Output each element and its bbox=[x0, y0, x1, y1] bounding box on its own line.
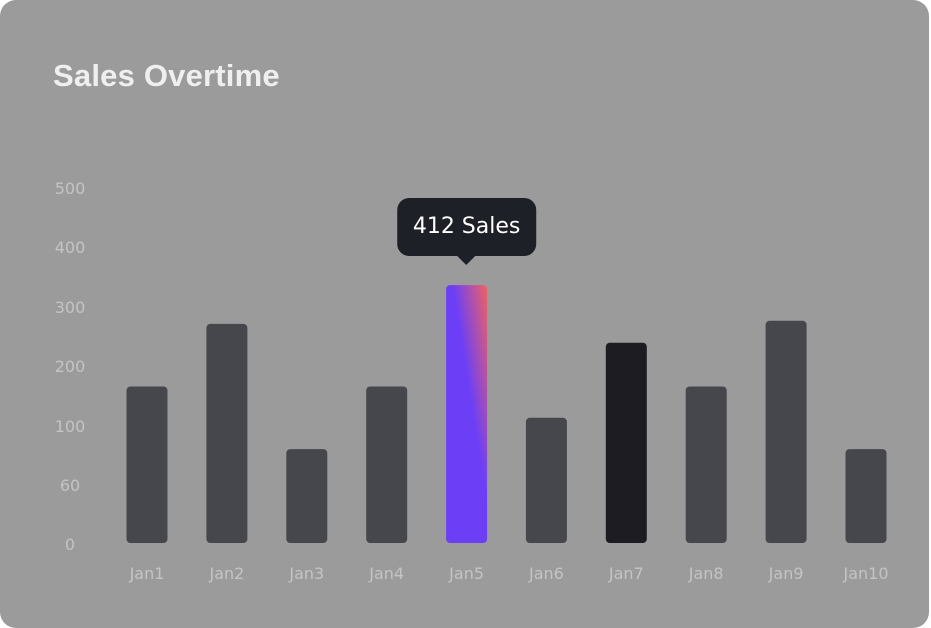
y-tick-label: 500 bbox=[55, 179, 86, 198]
bar-jan10[interactable] bbox=[845, 449, 887, 543]
x-tick-label: Jan7 bbox=[608, 564, 644, 583]
bar-jan1[interactable] bbox=[126, 386, 168, 544]
x-tick-label: Jan9 bbox=[768, 564, 804, 583]
bar-jan2[interactable] bbox=[206, 323, 248, 543]
x-tick-label: Jan2 bbox=[208, 564, 244, 583]
bar-jan7[interactable] bbox=[605, 342, 647, 543]
x-tick-label: Jan8 bbox=[688, 564, 724, 583]
x-tick-label: Jan3 bbox=[288, 564, 324, 583]
y-tick-label: 200 bbox=[55, 357, 86, 376]
y-tick-label: 0 bbox=[65, 535, 75, 554]
value-tooltip: 412 Sales bbox=[396, 198, 537, 266]
y-axis: 0 60 100 200 300 400 500 bbox=[55, 179, 86, 554]
bar-jan6[interactable] bbox=[525, 417, 567, 543]
bar-jan8[interactable] bbox=[685, 386, 727, 544]
bar-jan3[interactable] bbox=[286, 449, 328, 543]
bar-jan5[interactable] bbox=[446, 285, 488, 543]
bar-jan9[interactable] bbox=[765, 320, 807, 543]
chart-title: Sales Overtime bbox=[53, 58, 280, 93]
x-axis: Jan1 Jan2 Jan3 Jan4 Jan5 Jan6 Jan7 Jan8 Jan9 Jan1… bbox=[129, 564, 889, 583]
y-tick-label: 60 bbox=[60, 476, 80, 495]
y-tick-label: 300 bbox=[55, 298, 86, 317]
x-tick-label: Jan6 bbox=[528, 564, 564, 583]
x-tick-label: Jan4 bbox=[368, 564, 404, 583]
y-tick-label: 400 bbox=[55, 238, 86, 257]
bars-group bbox=[126, 285, 887, 544]
x-tick-label: Jan1 bbox=[129, 564, 165, 583]
x-tick-label: Jan10 bbox=[842, 564, 888, 583]
x-tick-label: Jan5 bbox=[448, 564, 484, 583]
bar-jan4[interactable] bbox=[366, 386, 408, 544]
y-tick-label: 100 bbox=[55, 417, 86, 436]
